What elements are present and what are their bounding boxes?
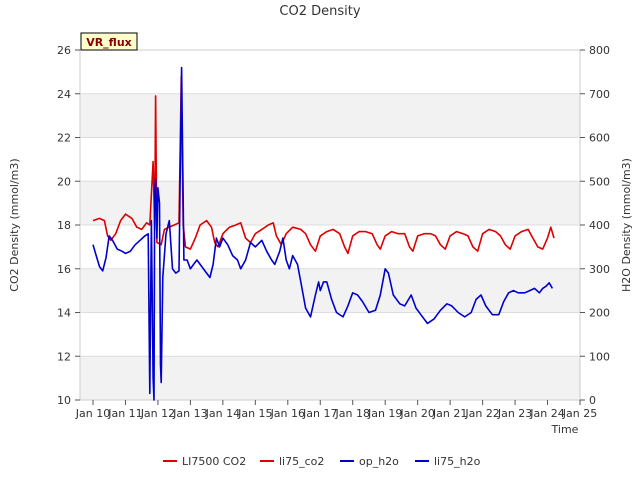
x-tick-label: Jan 22 — [464, 407, 499, 420]
y-left-tick-label: 22 — [57, 132, 71, 145]
y-axis-right-label: H2O Density (mmol/m3) — [620, 158, 633, 292]
legend-entry-op-h2o: op_h2o — [340, 455, 399, 468]
x-tick-label: Jan 18 — [335, 407, 370, 420]
background-band — [80, 93, 580, 138]
y-right-tick-label: 800 — [589, 44, 610, 57]
chart-title: CO2 Density — [279, 4, 360, 19]
legend-label: li75_co2 — [279, 455, 324, 468]
y-left-tick-label: 12 — [57, 350, 71, 363]
legend-entry-li7500-co2: LI7500 CO2 — [163, 455, 246, 468]
y-left-tick-label: 18 — [57, 219, 71, 232]
x-tick-label: Jan 19 — [367, 407, 402, 420]
badge-label: VR_flux — [86, 36, 132, 49]
x-tick-label: Jan 13 — [172, 407, 207, 420]
x-tick-label: Jan 14 — [205, 407, 240, 420]
y-left-tick-label: 20 — [57, 175, 71, 188]
series-line-li75-h2o — [92, 66, 554, 401]
y-right-tick-label: 300 — [589, 263, 610, 276]
background-band — [80, 181, 580, 225]
y-right-tick-label: 100 — [589, 350, 610, 363]
x-tick-label: Jan 25 — [562, 407, 597, 420]
x-tick-label: Jan 21 — [432, 407, 467, 420]
y-right-tick-label: 200 — [589, 307, 610, 320]
legend-label: li75_h2o — [434, 455, 481, 468]
y-left-tick-label: 10 — [57, 394, 71, 407]
y-axis-left-label: CO2 Density (mmol/m3) — [8, 158, 21, 291]
x-tick-label: Jan 10 — [75, 407, 110, 420]
x-tick-label: Jan 17 — [302, 407, 337, 420]
background-band — [80, 356, 580, 400]
legend: LI7500 CO2 li75_co2 op_h2o li75_h2o — [163, 455, 481, 468]
badge-box — [80, 32, 138, 51]
y-left-tick-label: 26 — [57, 44, 71, 57]
x-axis-label: Time — [551, 423, 579, 436]
legend-entry-li75-co2: li75_co2 — [260, 455, 324, 468]
y-right-tick-label: 500 — [589, 175, 610, 188]
right-axis: 0 100 200 300 400 500 600 700 800 — [580, 44, 610, 407]
y-right-tick-label: 400 — [589, 219, 610, 232]
x-tick-label: Jan 24 — [529, 407, 564, 420]
legend-label: op_h2o — [359, 455, 399, 468]
x-tick-label: Jan 23 — [497, 407, 532, 420]
y-right-tick-label: 700 — [589, 88, 610, 101]
x-tick-label: Jan 11 — [107, 407, 142, 420]
y-right-tick-label: 600 — [589, 132, 610, 145]
series-layer — [92, 66, 555, 401]
x-tick-label: Jan 16 — [270, 407, 305, 420]
y-left-tick-label: 14 — [57, 307, 71, 320]
series-line-li75-co2 — [92, 75, 555, 255]
y-right-tick-label: 0 — [589, 394, 596, 407]
legend-label: LI7500 CO2 — [182, 455, 246, 468]
x-tick-label: Jan 20 — [399, 407, 434, 420]
left-axis: 10 12 14 16 18 20 22 24 26 — [57, 44, 80, 407]
y-left-tick-label: 16 — [57, 263, 71, 276]
legend-entry-li75-h2o: li75_h2o — [415, 455, 481, 468]
x-tick-label: Jan 12 — [140, 407, 175, 420]
y-left-tick-label: 24 — [57, 88, 71, 101]
vr-flux-badge: VR_flux — [80, 32, 138, 51]
x-tick-label: Jan 15 — [237, 407, 272, 420]
